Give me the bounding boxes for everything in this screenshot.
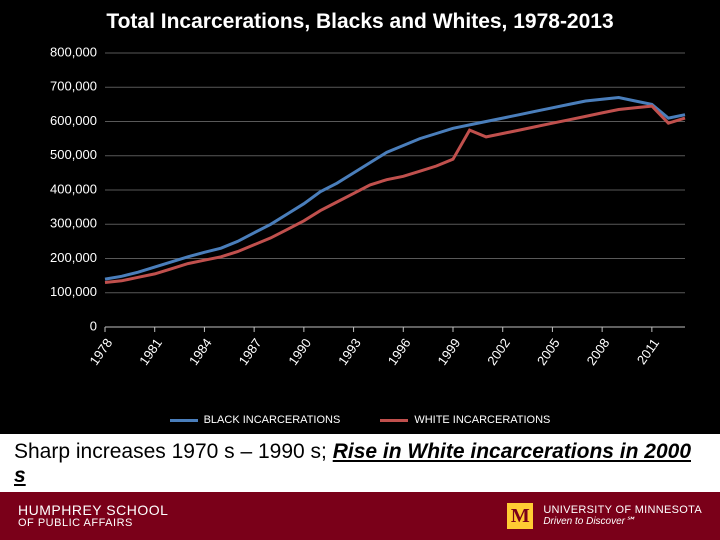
x-tick-label: 1981 — [136, 336, 165, 368]
y-tick-label: 200,000 — [50, 250, 97, 265]
footer-right: M UNIVERSITY OF MINNESOTA Driven to Disc… — [507, 503, 702, 529]
legend: BLACK INCARCERATIONS WHITE INCARCERATIONS — [0, 410, 720, 434]
y-tick-label: 400,000 — [50, 181, 97, 196]
x-tick-label: 1993 — [335, 336, 364, 368]
footer: HUMPHREY SCHOOL OF PUBLIC AFFAIRS M UNIV… — [0, 492, 720, 540]
y-tick-label: 300,000 — [50, 216, 97, 231]
caption-plain: Sharp increases 1970 s – 1990 s; — [14, 440, 333, 463]
y-tick-label: 100,000 — [50, 284, 97, 299]
umn-text: UNIVERSITY OF MINNESOTA Driven to Discov… — [543, 505, 702, 527]
y-tick-label: 700,000 — [50, 79, 97, 94]
x-tick-label: 2008 — [584, 336, 613, 368]
legend-swatch — [170, 419, 198, 422]
legend-label: WHITE INCARCERATIONS — [414, 414, 550, 426]
chart-area: 0 100,000 200,000 300,000 400,000 500,000 600,… — [0, 40, 720, 410]
x-tick-label: 1990 — [285, 336, 314, 368]
caption-band: Sharp increases 1970 s – 1990 s; Rise in… — [0, 434, 720, 492]
umn-line1: UNIVERSITY OF MINNESOTA — [543, 505, 702, 517]
series-line — [105, 98, 685, 280]
legend-item: WHITE INCARCERATIONS — [380, 414, 550, 426]
legend-item: BLACK INCARCERATIONS — [170, 414, 341, 426]
footer-left-line2: OF PUBLIC AFFAIRS — [18, 518, 168, 530]
x-tick-label: 2011 — [634, 336, 662, 368]
chart-title: Total Incarcerations, Blacks and Whites,… — [0, 0, 720, 40]
x-tick-label: 2002 — [484, 336, 513, 368]
umn-line2: Driven to Discover℠ — [543, 517, 702, 528]
footer-left-line1: HUMPHREY SCHOOL — [18, 503, 168, 518]
x-tick-label: 1984 — [186, 336, 215, 368]
footer-left: HUMPHREY SCHOOL OF PUBLIC AFFAIRS — [18, 503, 168, 529]
x-tick-label: 1978 — [86, 336, 115, 368]
y-tick-label: 0 — [90, 318, 97, 333]
x-tick-label: 1996 — [385, 336, 414, 368]
legend-swatch — [380, 419, 408, 422]
umn-logo: M — [507, 503, 533, 529]
legend-label: BLACK INCARCERATIONS — [204, 414, 341, 426]
line-chart: 0 100,000 200,000 300,000 400,000 500,000 600,… — [30, 40, 700, 410]
x-tick-label: 1987 — [236, 336, 265, 368]
x-tick-label: 1999 — [434, 336, 463, 368]
y-tick-label: 500,000 — [50, 147, 97, 162]
y-tick-label: 600,000 — [50, 113, 97, 128]
y-tick-label: 800,000 — [50, 44, 97, 59]
x-tick-label: 2005 — [534, 336, 563, 368]
